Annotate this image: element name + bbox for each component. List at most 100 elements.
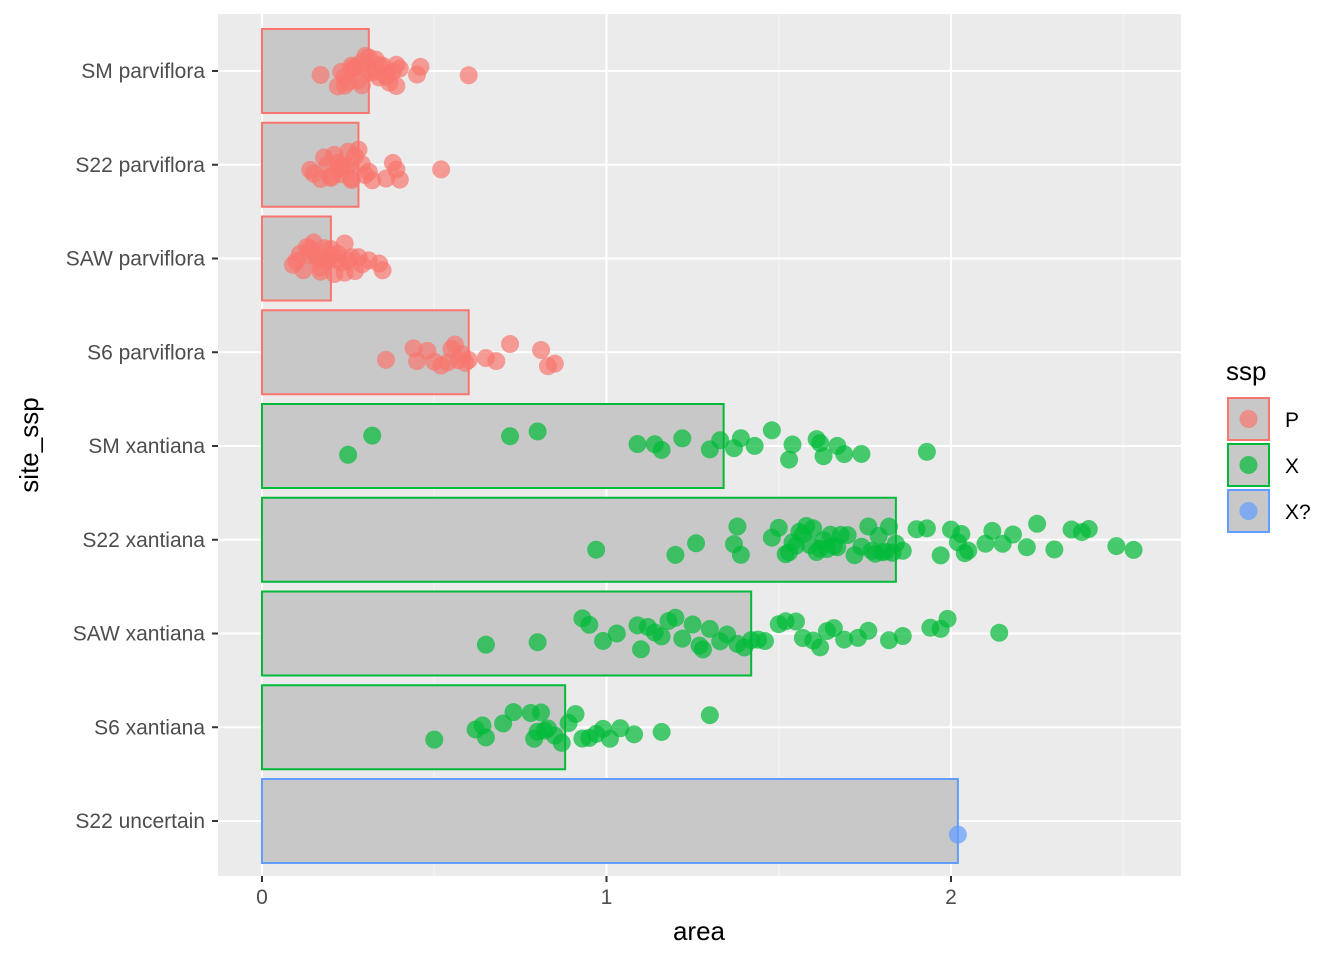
y-tick-label: SAW parviflora (66, 248, 206, 271)
data-point (1045, 540, 1064, 559)
data-point (762, 421, 781, 440)
y-tick-label: S6 xantiana (94, 716, 205, 739)
data-point (377, 350, 396, 369)
data-point (1107, 537, 1126, 556)
data-point (339, 142, 358, 161)
data-point (459, 350, 478, 369)
data-point (952, 524, 971, 543)
data-point (476, 728, 495, 747)
data-point (1028, 514, 1047, 533)
data-point (693, 640, 712, 659)
legend-label: P (1285, 409, 1299, 432)
data-point (528, 422, 547, 441)
data-point (728, 517, 747, 536)
y-tick-label: S22 xantiana (82, 529, 205, 552)
data-point (835, 445, 854, 464)
data-point (321, 240, 340, 259)
data-point (335, 76, 354, 95)
data-point (335, 234, 354, 253)
data-point (783, 435, 802, 454)
x-axis-title: area (673, 916, 726, 946)
data-point (838, 526, 857, 545)
data-point (959, 541, 978, 560)
legend: ssp PX X? (1226, 356, 1311, 533)
legend-key-point (1239, 456, 1258, 474)
data-point (363, 426, 382, 445)
data-point (780, 450, 799, 469)
legend-title: ssp (1226, 356, 1266, 386)
data-point (769, 518, 788, 537)
data-point (824, 619, 843, 638)
data-point (1004, 525, 1023, 544)
data-point (879, 517, 898, 536)
data-point (673, 629, 692, 648)
data-point (363, 171, 382, 190)
data-point (611, 719, 630, 738)
data-point (917, 442, 936, 461)
data-point (342, 60, 361, 79)
data-point (528, 633, 547, 652)
data-point (487, 352, 506, 371)
data-point (432, 160, 451, 179)
data-point (501, 335, 520, 354)
data-point (377, 67, 396, 86)
data-point (666, 545, 685, 564)
legend-key-point (1239, 502, 1258, 520)
data-point (683, 615, 702, 634)
data-point (990, 623, 1009, 642)
data-point (308, 246, 327, 265)
data-point (983, 521, 1002, 540)
data-point (311, 65, 330, 84)
bar-s22-uncertain (261, 778, 959, 864)
data-point (532, 341, 551, 360)
data-point (835, 630, 854, 649)
y-tick-label: SM parviflora (81, 60, 205, 83)
data-point (666, 608, 685, 627)
points (284, 46, 1143, 844)
y-tick-label: S22 uncertain (75, 810, 205, 833)
data-point (373, 261, 392, 280)
data-point (1124, 540, 1143, 559)
data-point (652, 440, 671, 459)
data-point (390, 170, 409, 189)
data-point (652, 722, 671, 741)
data-point (1079, 520, 1098, 539)
legend-key-point (1239, 410, 1258, 428)
y-tick-label: S6 parviflora (87, 341, 205, 364)
data-point (700, 619, 719, 638)
data-point (476, 635, 495, 654)
y-tick-label: SM xantiana (88, 435, 205, 458)
y-axis: SM parviflora S22 parviflora SAW parviflor… (66, 60, 218, 833)
data-point (673, 429, 692, 448)
legend-label: X (1285, 455, 1299, 478)
y-tick-label: SAW xantiana (73, 623, 206, 646)
y-tick-label: S22 parviflora (75, 154, 205, 177)
data-point (411, 57, 430, 76)
data-point (687, 534, 706, 553)
data-point (625, 725, 644, 744)
data-point (545, 354, 564, 373)
data-point (532, 703, 551, 722)
data-point (931, 546, 950, 565)
data-point (786, 612, 805, 631)
data-point (607, 624, 626, 643)
data-point (745, 436, 764, 455)
data-point (339, 445, 358, 464)
data-point (425, 730, 444, 749)
data-point (731, 545, 750, 564)
bar-s6-parviflora (261, 309, 470, 396)
data-point (814, 447, 833, 466)
legend-label: X? (1285, 501, 1311, 524)
data-point (1017, 538, 1036, 557)
data-point (587, 540, 606, 559)
data-point (731, 429, 750, 448)
data-point (859, 621, 878, 640)
data-point (580, 615, 599, 634)
data-point (652, 627, 671, 646)
data-point (893, 627, 912, 646)
data-point (294, 261, 313, 280)
data-point (366, 50, 385, 69)
data-point (938, 609, 957, 628)
data-point (893, 541, 912, 560)
